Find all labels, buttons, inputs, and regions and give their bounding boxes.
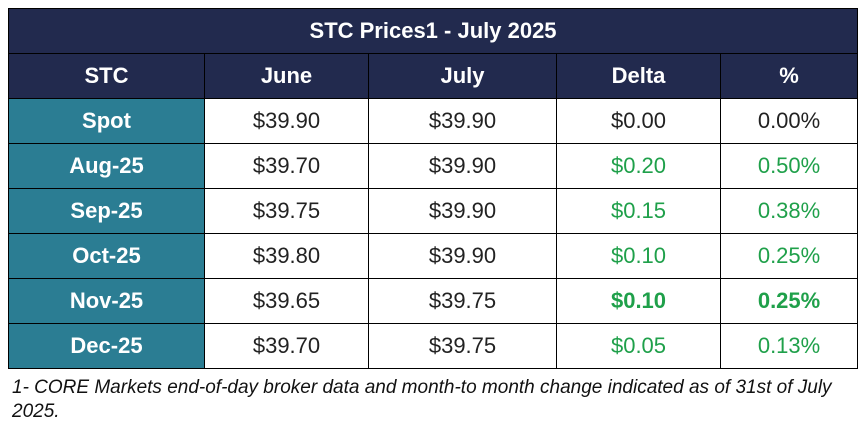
header-delta: Delta bbox=[556, 53, 721, 99]
delta-value: $0.05 bbox=[556, 323, 721, 369]
stc-prices-table: STC Prices1 - July 2025 STC June July De… bbox=[7, 8, 859, 369]
table-row: Nov-25 $39.65 $39.75 $0.10 0.25% bbox=[8, 278, 859, 324]
delta-value: $0.20 bbox=[556, 143, 721, 189]
july-price: $39.75 bbox=[368, 323, 557, 369]
table-row: Spot $39.90 $39.90 $0.00 0.00% bbox=[8, 98, 859, 144]
june-price: $39.70 bbox=[204, 323, 369, 369]
table-title-row: STC Prices1 - July 2025 bbox=[7, 8, 859, 54]
june-price: $39.90 bbox=[204, 98, 369, 144]
percent-change: 0.38% bbox=[719, 188, 859, 234]
july-price: $39.90 bbox=[368, 233, 557, 279]
june-price: $39.75 bbox=[204, 188, 369, 234]
row-label: Aug-25 bbox=[8, 143, 205, 189]
june-price: $39.65 bbox=[204, 278, 369, 324]
delta-value: $0.15 bbox=[556, 188, 721, 234]
table-row: Aug-25 $39.70 $39.90 $0.20 0.50% bbox=[8, 143, 859, 189]
header-percent: % bbox=[719, 53, 859, 99]
row-label: Nov-25 bbox=[8, 278, 205, 324]
row-label: Sep-25 bbox=[8, 188, 205, 234]
row-label: Spot bbox=[8, 98, 205, 144]
june-price: $39.80 bbox=[204, 233, 369, 279]
delta-value: $0.10 bbox=[556, 278, 721, 324]
delta-value: $0.10 bbox=[556, 233, 721, 279]
table-row: Dec-25 $39.70 $39.75 $0.05 0.13% bbox=[8, 323, 859, 369]
july-price: $39.90 bbox=[368, 143, 557, 189]
footnote: 1- CORE Markets end-of-day broker data a… bbox=[12, 377, 832, 422]
header-stc: STC bbox=[8, 53, 205, 99]
stc-prices-table-container: STC Prices1 - July 2025 STC June July De… bbox=[7, 8, 859, 369]
percent-change: 0.25% bbox=[719, 278, 859, 324]
header-july: July bbox=[368, 53, 557, 99]
table-header-row: STC June July Delta % bbox=[8, 53, 859, 99]
table-row: Oct-25 $39.80 $39.90 $0.10 0.25% bbox=[8, 233, 859, 279]
july-price: $39.90 bbox=[368, 188, 557, 234]
header-june: June bbox=[204, 53, 369, 99]
percent-change: 0.25% bbox=[719, 233, 859, 279]
percent-change: 0.13% bbox=[719, 323, 859, 369]
delta-value: $0.00 bbox=[556, 98, 721, 144]
table-row: Sep-25 $39.75 $39.90 $0.15 0.38% bbox=[8, 188, 859, 234]
table-title: STC Prices1 - July 2025 bbox=[7, 8, 859, 54]
row-label: Dec-25 bbox=[8, 323, 205, 369]
row-label: Oct-25 bbox=[8, 233, 205, 279]
table-body: Spot $39.90 $39.90 $0.00 0.00% Aug-25 $3… bbox=[8, 98, 859, 369]
june-price: $39.70 bbox=[204, 143, 369, 189]
percent-change: 0.00% bbox=[719, 98, 859, 144]
july-price: $39.75 bbox=[368, 278, 557, 324]
percent-change: 0.50% bbox=[719, 143, 859, 189]
july-price: $39.90 bbox=[368, 98, 557, 144]
